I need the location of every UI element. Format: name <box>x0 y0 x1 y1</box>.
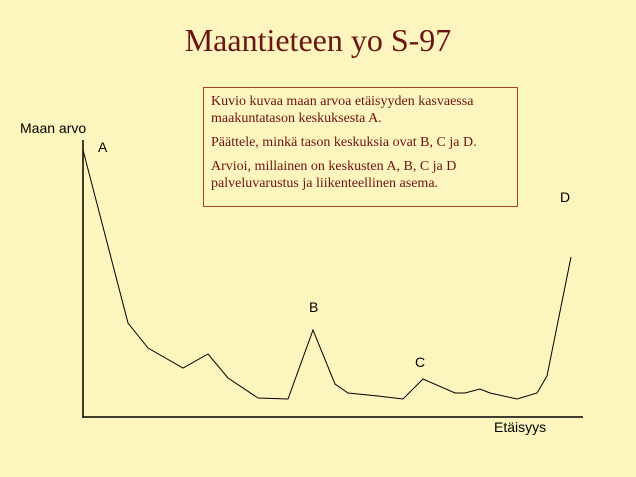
task-text: Arvioi, millainen on keskusten A, B, C j… <box>211 159 457 191</box>
point-label: B <box>309 299 319 315</box>
point-label: A <box>98 139 108 155</box>
task-text: Kuvio kuvaa maan arvoa etäisyyden kasvae… <box>211 94 474 126</box>
x-axis-label: Etäisyys <box>494 419 547 435</box>
point-label: D <box>560 189 571 205</box>
land-value-curve <box>82 149 572 400</box>
task-text: Päättele, minkä tason keskuksia ovat B, … <box>211 135 477 150</box>
slide-title: Maantieteen yo S-97 <box>184 22 452 58</box>
y-axis-label: Maan arvo <box>20 120 87 136</box>
task-box: Kuvio kuvaa maan arvoa etäisyyden kasvae… <box>203 87 518 207</box>
point-label: C <box>415 354 426 370</box>
